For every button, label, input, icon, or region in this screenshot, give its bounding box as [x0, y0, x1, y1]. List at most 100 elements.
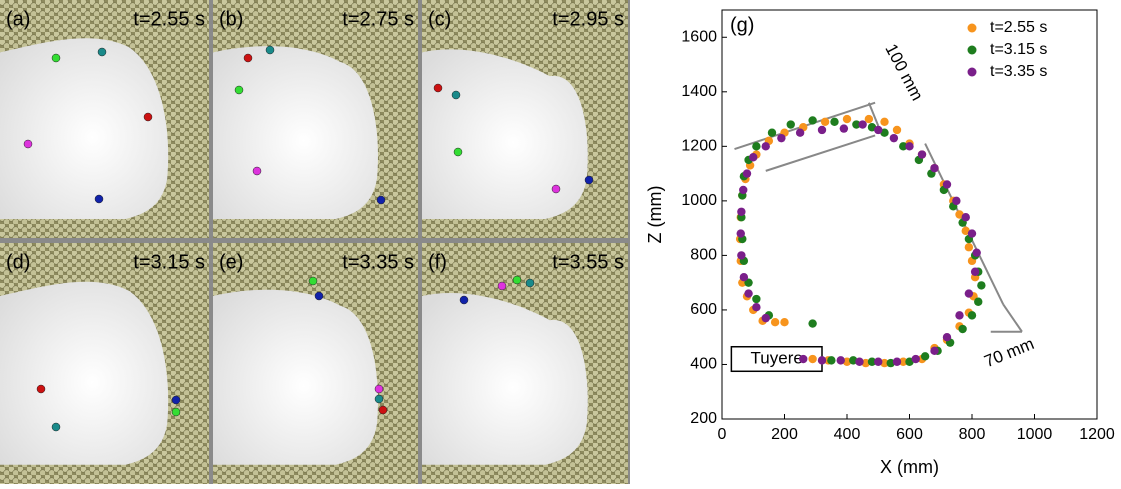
data-point	[974, 297, 983, 306]
tracer-particle	[23, 139, 33, 149]
y-tick-label: 1600	[681, 28, 717, 45]
data-point	[905, 142, 914, 151]
x-tick-label: 1000	[1017, 426, 1053, 443]
simulation-panel: (b) t=2.75 s	[213, 0, 418, 238]
tracer-particle	[378, 405, 388, 415]
tracer-particle	[459, 295, 469, 305]
legend-marker	[967, 67, 977, 77]
panel-time: t=2.75 s	[342, 8, 414, 30]
data-point	[799, 354, 808, 364]
tracer-particle	[97, 47, 107, 57]
data-point	[961, 213, 970, 222]
data-point	[749, 153, 758, 162]
data-point	[920, 352, 930, 361]
y-axis-label: Z (mm)	[645, 186, 665, 244]
y-tick-label: 1400	[681, 83, 717, 100]
panel-time: t=3.35 s	[342, 251, 414, 273]
legend-marker	[967, 23, 977, 33]
simulation-panel: (a) t=2.55 s	[0, 0, 209, 238]
y-tick-label: 600	[690, 301, 717, 318]
data-point	[892, 357, 902, 366]
data-point	[930, 163, 939, 173]
panel-label: (c)	[428, 8, 451, 30]
data-point	[852, 120, 861, 129]
simulation-panel: (e) t=3.35 s	[213, 243, 418, 484]
cavity	[0, 38, 169, 219]
x-tick-label: 400	[834, 426, 861, 443]
tracer-particle	[234, 85, 244, 95]
dimension-line	[867, 102, 880, 127]
data-point	[795, 128, 805, 137]
simulation-panel: (d) t=3.15 s	[0, 243, 209, 484]
legend-label: t=2.55 s	[990, 19, 1047, 36]
tracer-particle	[171, 407, 181, 417]
data-point	[736, 229, 745, 238]
data-point	[930, 346, 939, 356]
simulation-panel: (c) t=2.95 s	[422, 0, 628, 238]
tracer-particle	[36, 384, 46, 394]
data-point	[752, 142, 761, 151]
x-tick-label: 0	[718, 426, 727, 443]
panel-time: t=2.95 s	[552, 8, 624, 30]
data-point	[842, 357, 852, 366]
tracer-particle	[94, 194, 104, 204]
data-point	[808, 116, 817, 125]
legend-marker	[967, 45, 977, 55]
x-axis-label: X (mm)	[880, 457, 939, 477]
y-tick-label: 1200	[681, 138, 717, 155]
x-tick-label: 800	[959, 426, 986, 443]
tracer-particle	[51, 53, 61, 63]
tracer-particle	[143, 112, 153, 122]
data-point	[761, 313, 770, 323]
data-point	[836, 356, 845, 365]
data-point	[830, 117, 839, 126]
panel-label: (d)	[6, 251, 30, 273]
x-tick-label: 1200	[1079, 426, 1115, 443]
annotation: 100 mm	[881, 41, 927, 104]
data-point	[786, 120, 795, 129]
cavity	[422, 292, 588, 465]
data-point	[761, 142, 770, 151]
dimension-line	[765, 134, 876, 172]
data-point	[964, 289, 974, 298]
data-point	[886, 358, 895, 368]
data-point	[864, 114, 874, 124]
data-point	[817, 356, 827, 365]
data-point	[770, 318, 780, 327]
data-point	[955, 311, 964, 320]
data-point	[889, 133, 899, 143]
tracer-particle	[51, 422, 61, 432]
data-point	[942, 180, 952, 189]
data-point	[867, 357, 877, 366]
data-point	[752, 303, 761, 312]
y-tick-label: 200	[690, 410, 717, 427]
data-point	[808, 354, 817, 364]
tracer-particle	[451, 90, 461, 100]
cavity	[213, 46, 378, 219]
data-point	[952, 196, 961, 206]
legend-label: t=3.35 s	[990, 63, 1047, 80]
data-point	[861, 358, 870, 368]
cavity	[422, 49, 588, 219]
tracer-particle	[243, 53, 253, 63]
tracer-particle	[512, 275, 522, 285]
tracer-particle	[497, 281, 507, 291]
simulation-panel: (f) t=3.55 s	[422, 243, 628, 484]
data-point	[849, 356, 858, 365]
data-point	[742, 169, 752, 178]
tracer-particle	[433, 83, 443, 93]
data-point	[737, 251, 746, 260]
data-point	[752, 294, 761, 304]
panel-label: (f)	[428, 251, 447, 273]
tracer-particle	[525, 278, 535, 288]
data-point	[942, 333, 952, 342]
data-point	[964, 243, 974, 252]
data-point	[739, 273, 749, 282]
data-point	[899, 142, 908, 151]
tracer-particle	[374, 394, 384, 404]
data-point	[737, 207, 746, 216]
y-tick-label: 400	[690, 356, 717, 373]
tracer-particle	[171, 395, 181, 405]
data-point	[967, 229, 977, 238]
